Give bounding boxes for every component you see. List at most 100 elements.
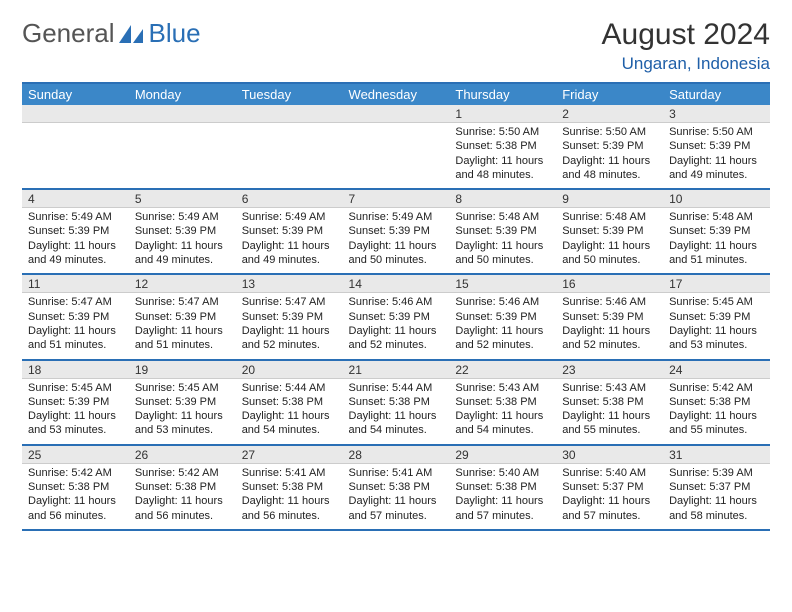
day-ss: Sunset: 5:39 PM [349, 310, 444, 324]
day-number: 26 [129, 446, 236, 464]
day-number: 3 [663, 105, 770, 123]
day-number: 1 [449, 105, 556, 123]
day-d2: and 50 minutes. [562, 253, 657, 267]
week: 123 Sunrise: 5:50 AMSunset: 5:38 PMDayli… [22, 105, 770, 190]
day-d2: and 50 minutes. [455, 253, 550, 267]
day-d1: Daylight: 11 hours [669, 239, 764, 253]
day-body: Sunrise: 5:40 AMSunset: 5:38 PMDaylight:… [449, 464, 556, 529]
day-d1: Daylight: 11 hours [349, 239, 444, 253]
day-ss: Sunset: 5:39 PM [28, 395, 123, 409]
day-number: 25 [22, 446, 129, 464]
body-row: Sunrise: 5:49 AMSunset: 5:39 PMDaylight:… [22, 208, 770, 273]
day-body: Sunrise: 5:47 AMSunset: 5:39 PMDaylight:… [22, 293, 129, 358]
day-d2: and 48 minutes. [455, 168, 550, 182]
day-sr: Sunrise: 5:46 AM [562, 295, 657, 309]
sail-icon [117, 23, 145, 45]
day-sr: Sunrise: 5:47 AM [242, 295, 337, 309]
day-d1: Daylight: 11 hours [562, 324, 657, 338]
day-ss: Sunset: 5:38 PM [455, 139, 550, 153]
day-d1: Daylight: 11 hours [28, 494, 123, 508]
day-ss: Sunset: 5:39 PM [669, 224, 764, 238]
day-body: Sunrise: 5:42 AMSunset: 5:38 PMDaylight:… [663, 379, 770, 444]
day-body: Sunrise: 5:49 AMSunset: 5:39 PMDaylight:… [22, 208, 129, 273]
day-d2: and 51 minutes. [28, 338, 123, 352]
day-sr: Sunrise: 5:43 AM [455, 381, 550, 395]
day-sr: Sunrise: 5:50 AM [455, 125, 550, 139]
day-sr: Sunrise: 5:41 AM [242, 466, 337, 480]
day-sr: Sunrise: 5:41 AM [349, 466, 444, 480]
day-d1: Daylight: 11 hours [349, 324, 444, 338]
day-sr: Sunrise: 5:48 AM [669, 210, 764, 224]
day-d1: Daylight: 11 hours [242, 239, 337, 253]
day-d2: and 55 minutes. [562, 423, 657, 437]
day-number: 7 [343, 190, 450, 208]
day-d2: and 49 minutes. [28, 253, 123, 267]
day-sr: Sunrise: 5:45 AM [669, 295, 764, 309]
day-sr: Sunrise: 5:49 AM [242, 210, 337, 224]
day-ss: Sunset: 5:39 PM [669, 139, 764, 153]
day-d2: and 53 minutes. [28, 423, 123, 437]
day-d1: Daylight: 11 hours [669, 324, 764, 338]
day-number: 4 [22, 190, 129, 208]
day-body: Sunrise: 5:46 AMSunset: 5:39 PMDaylight:… [343, 293, 450, 358]
day-ss: Sunset: 5:39 PM [562, 224, 657, 238]
day-d1: Daylight: 11 hours [242, 494, 337, 508]
day-header: Wednesday [343, 84, 450, 105]
brand-part2: Blue [149, 18, 201, 49]
day-sr: Sunrise: 5:47 AM [28, 295, 123, 309]
day-ss: Sunset: 5:39 PM [455, 310, 550, 324]
day-d2: and 56 minutes. [28, 509, 123, 523]
day-d1: Daylight: 11 hours [28, 409, 123, 423]
day-sr: Sunrise: 5:43 AM [562, 381, 657, 395]
day-number: 5 [129, 190, 236, 208]
day-d2: and 52 minutes. [349, 338, 444, 352]
day-body: Sunrise: 5:43 AMSunset: 5:38 PMDaylight:… [556, 379, 663, 444]
day-number: 23 [556, 361, 663, 379]
day-d2: and 51 minutes. [135, 338, 230, 352]
day-d1: Daylight: 11 hours [562, 154, 657, 168]
day-d1: Daylight: 11 hours [135, 409, 230, 423]
day-d1: Daylight: 11 hours [28, 239, 123, 253]
day-d2: and 49 minutes. [135, 253, 230, 267]
day-body: Sunrise: 5:44 AMSunset: 5:38 PMDaylight:… [236, 379, 343, 444]
day-body [22, 123, 129, 188]
day-number: 13 [236, 275, 343, 293]
day-d2: and 56 minutes. [135, 509, 230, 523]
brand-logo: General Blue [22, 18, 201, 49]
day-body [343, 123, 450, 188]
day-d2: and 57 minutes. [349, 509, 444, 523]
body-row: Sunrise: 5:45 AMSunset: 5:39 PMDaylight:… [22, 379, 770, 444]
day-d2: and 54 minutes. [349, 423, 444, 437]
day-sr: Sunrise: 5:45 AM [135, 381, 230, 395]
day-body: Sunrise: 5:40 AMSunset: 5:37 PMDaylight:… [556, 464, 663, 529]
day-sr: Sunrise: 5:46 AM [349, 295, 444, 309]
day-ss: Sunset: 5:39 PM [455, 224, 550, 238]
day-d1: Daylight: 11 hours [562, 409, 657, 423]
week: 45678910Sunrise: 5:49 AMSunset: 5:39 PMD… [22, 190, 770, 275]
day-number: 22 [449, 361, 556, 379]
day-body: Sunrise: 5:49 AMSunset: 5:39 PMDaylight:… [129, 208, 236, 273]
day-ss: Sunset: 5:39 PM [242, 310, 337, 324]
day-sr: Sunrise: 5:48 AM [562, 210, 657, 224]
day-d1: Daylight: 11 hours [669, 494, 764, 508]
day-number: 27 [236, 446, 343, 464]
week: 18192021222324Sunrise: 5:45 AMSunset: 5:… [22, 361, 770, 446]
day-d1: Daylight: 11 hours [562, 494, 657, 508]
day-body: Sunrise: 5:41 AMSunset: 5:38 PMDaylight:… [343, 464, 450, 529]
day-d1: Daylight: 11 hours [135, 494, 230, 508]
day-header: Friday [556, 84, 663, 105]
day-body: Sunrise: 5:50 AMSunset: 5:38 PMDaylight:… [449, 123, 556, 188]
day-number: 28 [343, 446, 450, 464]
day-sr: Sunrise: 5:44 AM [242, 381, 337, 395]
day-sr: Sunrise: 5:42 AM [135, 466, 230, 480]
day-number: 2 [556, 105, 663, 123]
day-body: Sunrise: 5:47 AMSunset: 5:39 PMDaylight:… [236, 293, 343, 358]
day-number: 21 [343, 361, 450, 379]
week: 25262728293031Sunrise: 5:42 AMSunset: 5:… [22, 446, 770, 531]
day-ss: Sunset: 5:38 PM [669, 395, 764, 409]
day-d2: and 51 minutes. [669, 253, 764, 267]
day-body: Sunrise: 5:45 AMSunset: 5:39 PMDaylight:… [129, 379, 236, 444]
day-d2: and 53 minutes. [135, 423, 230, 437]
day-number: 29 [449, 446, 556, 464]
day-ss: Sunset: 5:38 PM [455, 395, 550, 409]
